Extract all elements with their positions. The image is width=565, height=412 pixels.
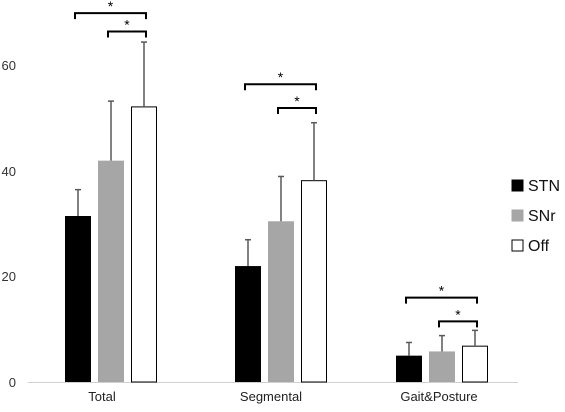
legend: STN SNr Off	[511, 178, 560, 255]
category-labels: Total Segmental Gait&Posture	[88, 389, 477, 404]
bar-total-stn	[65, 215, 91, 382]
legend-label-stn: STN	[528, 178, 560, 195]
significance-star: *	[439, 283, 445, 299]
significance-star: *	[124, 17, 130, 33]
error-bar-group	[75, 41, 478, 356]
legend-label-off: Off	[528, 238, 550, 255]
significance-bracket	[74, 12, 147, 20]
bar-segmental-off	[301, 180, 327, 383]
bar-segmental-snr	[268, 221, 294, 382]
bar-gait-posture-stn	[396, 355, 422, 382]
bar-segmental-stn	[235, 266, 261, 382]
legend-swatch-off	[511, 239, 524, 252]
category-label-gait-posture: Gait&Posture	[400, 389, 477, 404]
significance-star: *	[108, 0, 114, 14]
legend-label-snr: SNr	[528, 208, 556, 225]
significance-bracket	[405, 296, 478, 304]
significance-star: *	[278, 69, 284, 85]
y-tick-label: 20	[2, 269, 16, 284]
category-label-segmental: Segmental	[240, 389, 302, 404]
significance-bracket	[107, 30, 147, 38]
y-tick-label: 60	[2, 58, 16, 73]
significance-star: *	[294, 93, 300, 109]
legend-swatch-snr	[511, 209, 524, 222]
y-tick-label: 0	[9, 375, 16, 390]
bar-total-snr	[98, 160, 124, 382]
bar-series-group	[65, 106, 488, 383]
bar-gait-posture-snr	[429, 351, 455, 382]
y-axis-ticks: 0 20 40 60	[2, 58, 16, 390]
significance-group: * * * * * *	[74, 0, 478, 328]
significance-bracket	[438, 320, 478, 328]
significance-bracket	[277, 106, 317, 114]
bar-gait-posture-off	[462, 345, 488, 383]
significance-bracket	[244, 83, 317, 91]
significance-star: *	[455, 306, 461, 322]
category-label-total: Total	[88, 389, 116, 404]
legend-swatch-stn	[511, 179, 524, 192]
y-tick-label: 40	[2, 164, 16, 179]
bar-total-off	[131, 106, 157, 383]
